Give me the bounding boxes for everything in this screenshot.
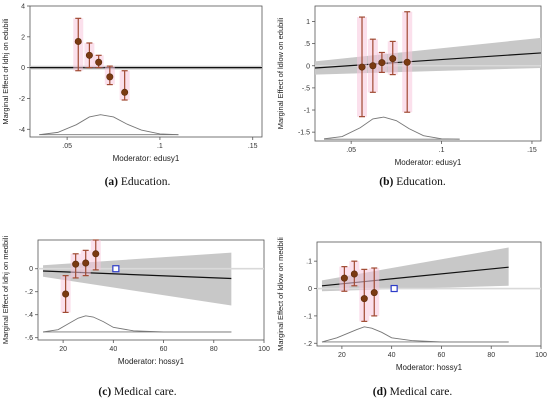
x-tick-label-c-0: 20	[59, 346, 67, 353]
caption-b-text: Education.	[396, 176, 446, 188]
caption-d: (d) Medical care.	[275, 386, 550, 398]
density-curve-b	[323, 116, 460, 140]
caption-a: (a) Education.	[0, 176, 275, 188]
chart-d: 20 40 60 80 100 -.2 -.1 0 .1 Moderator: hossy1 Mar…	[276, 237, 547, 372]
caption-a-text: Education.	[120, 176, 171, 188]
panel-b: .05 .1 .15 -1.5 -1 -.5 0 .5 1 Moderator: edusy1 Ma…	[275, 0, 550, 168]
caption-c: (c) Medical care.	[0, 386, 275, 398]
x-tick-label-c-3: 80	[210, 346, 218, 353]
y-tick-label-b-3: 0	[306, 63, 310, 70]
plot-frame-a	[29, 5, 263, 138]
density-curve-d	[321, 326, 509, 343]
data-point-a-3	[106, 73, 114, 81]
x-tick-label-d-4: 100	[535, 352, 547, 359]
data-point-a-2	[95, 58, 103, 66]
x-tick-label-b-2: .15	[527, 147, 537, 154]
y-tick-label-b-0: -1.5	[298, 130, 310, 137]
open-marker-c	[112, 265, 120, 273]
x-tick-label-a-1: .1	[157, 143, 163, 150]
y-tick-label-c-2: -.2	[25, 289, 33, 296]
y-tick-label-c-3: 0	[29, 266, 33, 273]
data-point-b-4	[403, 58, 411, 66]
caption-b: (b) Education.	[275, 176, 550, 188]
data-point-c-2	[82, 259, 90, 267]
x-tick-label-a-0: .05	[62, 143, 72, 150]
y-tick-label-b-1: -1	[304, 108, 310, 115]
x-tick-label-d-1: 40	[388, 352, 396, 359]
chart-a: .05 .1 .15 -4 -2 0 2 4 Moderator: edusy1 Marginal…	[1, 4, 263, 163]
data-point-d-0	[340, 274, 348, 282]
caption-d-text: Medical care.	[389, 386, 453, 398]
y-tick-label-d-0: -.2	[304, 341, 312, 348]
y-tick-label-d-1: -.1	[304, 313, 312, 320]
y-tick-label-a-3: 2	[21, 34, 25, 41]
data-point-d-2	[360, 295, 368, 303]
x-tick-label-c-1: 40	[109, 346, 117, 353]
data-point-d-3	[370, 289, 378, 297]
data-point-b-2	[378, 59, 386, 67]
panel-a: .05 .1 .15 -4 -2 0 2 4 Moderator: edusy1 Marginal…	[0, 0, 275, 168]
y-tick-label-a-0: -4	[19, 127, 25, 134]
y-axis-label-b: Marginal Effect of ldlow on edubili	[276, 17, 285, 129]
marginal-effect-line-b	[314, 52, 542, 69]
y-tick-label-b-4: .5	[304, 41, 310, 48]
x-axis-label-c: Moderator: hossy1	[118, 357, 185, 366]
data-point-c-0	[62, 290, 70, 298]
caption-d-label: (d)	[372, 386, 387, 398]
y-tick-label-c-1: -.4	[25, 312, 33, 319]
open-marker-d	[390, 284, 398, 293]
caption-c-text: Medical care.	[114, 386, 177, 398]
density-curve-a	[39, 114, 179, 136]
data-point-b-3	[389, 55, 397, 63]
density-curve-c	[42, 315, 232, 333]
panel-d: 20 40 60 80 100 -.2 -.1 0 .1 Moderator: hossy1 Mar…	[275, 205, 550, 373]
y-tick-label-b-2: -.5	[302, 85, 310, 92]
y-axis-label-d: Marginal Effect of ldlow on medbili	[276, 237, 285, 351]
y-tick-label-c-0: -.6	[25, 335, 33, 342]
data-point-d-1	[350, 270, 358, 278]
x-tick-label-d-2: 60	[438, 352, 446, 359]
x-tick-label-b-1: .1	[439, 147, 445, 154]
x-tick-label-d-0: 20	[338, 352, 346, 359]
x-axis-label-a: Moderator: edusy1	[113, 154, 180, 163]
data-point-a-1	[85, 51, 93, 59]
data-point-c-3	[92, 250, 100, 258]
data-point-a-4	[121, 88, 129, 96]
y-tick-label-a-2: 0	[21, 65, 25, 72]
x-tick-label-d-3: 80	[487, 352, 495, 359]
x-axis-label-d: Moderator: hossy1	[396, 363, 463, 372]
data-point-a-0	[74, 37, 82, 45]
y-tick-label-a-4: 4	[21, 4, 25, 11]
y-tick-label-d-3: .1	[306, 259, 312, 266]
data-point-b-0	[358, 63, 366, 71]
y-axis-label-a: Marginal Effect of ldhj on edubili	[1, 18, 10, 125]
chart-c: 20 40 60 80 100 -.6 -.4 -.2 0 Moderator: hossy1 Ma…	[1, 236, 270, 366]
y-tick-label-a-1: -2	[19, 96, 25, 103]
x-tick-label-c-4: 100	[258, 346, 270, 353]
y-tick-label-b-5: 1	[306, 19, 310, 26]
panel-c: 20 40 60 80 100 -.6 -.4 -.2 0 Moderator: hossy1 Ma…	[0, 205, 275, 373]
y-tick-label-d-2: 0	[308, 286, 312, 293]
caption-a-label: (a)	[104, 176, 119, 188]
y-axis-label-c: Marginal Effect of ldhj on medbili	[1, 236, 10, 345]
x-tick-label-c-2: 60	[160, 346, 168, 353]
x-tick-label-a-2: .15	[248, 143, 258, 150]
chart-b: .05 .1 .15 -1.5 -1 -.5 0 .5 1 Moderator: edusy1 Ma…	[276, 5, 542, 167]
x-tick-label-b-0: .05	[346, 147, 356, 154]
x-axis-label-b: Moderator: edusy1	[395, 158, 462, 167]
data-point-b-1	[369, 62, 377, 70]
caption-b-label: (b)	[379, 176, 394, 188]
data-point-c-1	[72, 260, 80, 268]
caption-c-label: (c)	[98, 386, 112, 398]
